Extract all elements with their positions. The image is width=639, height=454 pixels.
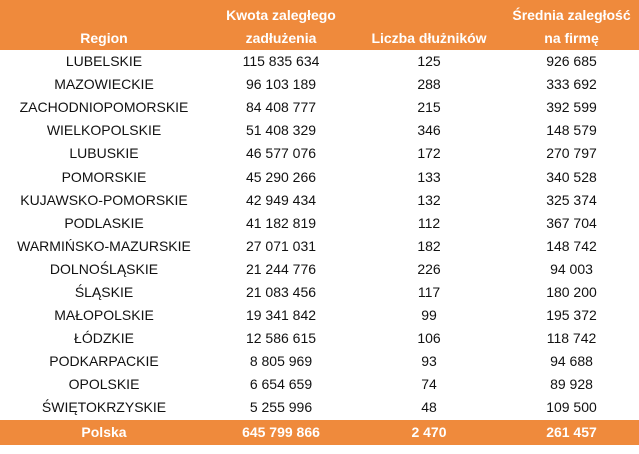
cell-debtor-count: 48 — [421, 399, 437, 416]
cell-debt-amount: 96 103 189 — [245, 76, 317, 93]
cell-debtor-count: 346 — [417, 122, 441, 139]
cell-region: OPOLSKIE — [68, 376, 140, 393]
cell-average-debt: 333 692 — [546, 76, 597, 93]
cell-debt-amount: 12 586 615 — [245, 330, 317, 347]
cell-debtor-count: 226 — [417, 260, 441, 277]
cell-region: KUJAWSKO-POMORSKIE — [20, 191, 188, 208]
cell-debt-amount: 8 805 969 — [249, 353, 313, 370]
total-debtors: 2 470 — [354, 420, 504, 445]
table-row: ŚWIĘTOKRZYSKIE 5 255 996 48 109 500 — [0, 396, 639, 420]
header-row: Region Kwota zaległego zadłużenia Liczba… — [0, 0, 639, 50]
header-debt-line1: Kwota zaległego — [226, 7, 336, 23]
cell-average-debt: 180 200 — [546, 283, 597, 300]
cell-debt-amount: 42 949 434 — [245, 191, 317, 208]
table-row: KUJAWSKO-POMORSKIE 42 949 434 132 325 374 — [0, 189, 639, 212]
cell-debt-amount: 45 290 266 — [245, 168, 317, 185]
cell-region: MAŁOPOLSKIE — [54, 307, 154, 324]
cell-average-debt: 195 372 — [546, 307, 597, 324]
cell-average-debt: 926 685 — [546, 53, 597, 70]
cell-region: DOLNOŚLĄSKIE — [49, 260, 159, 277]
cell-average-debt: 89 928 — [550, 376, 593, 393]
cell-debtor-count: 125 — [417, 53, 441, 70]
cell-debtor-count: 112 — [417, 214, 441, 231]
table-row: WARMIŃSKO-MAZURSKIE 27 071 031 182 148 742 — [0, 235, 639, 258]
total-average: 261 457 — [504, 420, 639, 445]
total-region: Polska — [0, 420, 208, 445]
cell-debtor-count: 106 — [417, 330, 441, 347]
table-row: PODKARPACKIE 8 805 969 93 94 688 — [0, 350, 639, 373]
cell-debt-amount: 21 083 456 — [245, 283, 317, 300]
header-avg-line1: Średnia zaległość — [512, 7, 631, 23]
cell-average-debt: 148 742 — [546, 237, 597, 254]
cell-average-debt: 109 500 — [546, 399, 597, 416]
cell-region: WARMIŃSKO-MAZURSKIE — [17, 237, 191, 254]
header-average-debt: Średnia zaległość na firmę — [504, 0, 639, 50]
cell-average-debt: 340 528 — [546, 168, 597, 185]
table-header: Region Kwota zaległego zadłużenia Liczba… — [0, 0, 639, 50]
cell-debtor-count: 74 — [421, 376, 437, 393]
cell-average-debt: 367 704 — [546, 214, 597, 231]
cell-region: ŚLĄSKIE — [74, 283, 134, 300]
cell-debt-amount: 51 408 329 — [245, 122, 317, 139]
cell-debt-amount: 46 577 076 — [245, 145, 317, 162]
table-row: ŚLĄSKIE 21 083 456 117 180 200 — [0, 281, 639, 304]
cell-average-debt: 392 599 — [546, 99, 597, 116]
total-debt: 645 799 866 — [208, 420, 354, 445]
cell-average-debt: 94 003 — [550, 260, 593, 277]
cell-debt-amount: 6 654 659 — [249, 376, 313, 393]
table-row: OPOLSKIE 6 654 659 74 89 928 — [0, 373, 639, 396]
cell-region: WIELKOPOLSKIE — [46, 122, 162, 139]
cell-debtor-count: 117 — [417, 283, 441, 300]
cell-debt-amount: 41 182 819 — [245, 214, 317, 231]
cell-average-debt: 270 797 — [546, 145, 597, 162]
cell-average-debt: 325 374 — [546, 191, 597, 208]
header-debt-amount: Kwota zaległego zadłużenia — [208, 0, 354, 50]
cell-debtor-count: 99 — [421, 307, 437, 324]
cell-debtor-count: 215 — [417, 99, 441, 116]
table-row: POMORSKIE 45 290 266 133 340 528 — [0, 165, 639, 188]
table-row: WIELKOPOLSKIE 51 408 329 346 148 579 — [0, 119, 639, 142]
cell-average-debt: 148 579 — [546, 122, 597, 139]
cell-debt-amount: 5 255 996 — [249, 399, 313, 416]
cell-debt-amount: 21 244 776 — [245, 260, 317, 277]
cell-region: ŚWIĘTOKRZYSKIE — [41, 399, 167, 416]
table-row: DOLNOŚLĄSKIE 21 244 776 226 94 003 — [0, 258, 639, 281]
header-debtor-count: Liczba dłużników — [371, 30, 487, 46]
header-region: Region — [80, 30, 128, 46]
cell-average-debt: 94 688 — [550, 353, 593, 370]
cell-debtor-count: 172 — [417, 145, 441, 162]
cell-region: PODKARPACKIE — [49, 353, 159, 370]
cell-region: ŁÓDZKIE — [74, 330, 134, 347]
table-row: MAŁOPOLSKIE 19 341 842 99 195 372 — [0, 304, 639, 327]
cell-region: ZACHODNIOPOMORSKIE — [19, 99, 189, 116]
header-debt-line2: zadłużenia — [245, 30, 317, 46]
table-row: MAZOWIECKIE 96 103 189 288 333 692 — [0, 73, 639, 96]
cell-debt-amount: 115 835 634 — [242, 53, 320, 70]
cell-region: MAZOWIECKIE — [54, 76, 154, 93]
cell-region: POMORSKIE — [61, 168, 147, 185]
cell-debt-amount: 27 071 031 — [245, 237, 317, 254]
total-row: Polska 645 799 866 2 470 261 457 — [0, 420, 639, 445]
cell-region: PODLASKIE — [64, 214, 144, 231]
cell-debtor-count: 132 — [417, 191, 441, 208]
header-avg-line2: na firmę — [544, 30, 599, 46]
cell-average-debt: 118 742 — [546, 330, 597, 347]
cell-debtor-count: 288 — [417, 76, 441, 93]
table-row: ZACHODNIOPOMORSKIE 84 408 777 215 392 599 — [0, 96, 639, 119]
table-row: PODLASKIE 41 182 819 112 367 704 — [0, 212, 639, 235]
cell-region: LUBUSKIE — [69, 145, 139, 162]
table-body: LUBELSKIE 115 835 634 125 926 685 MAZOWIECKI… — [0, 50, 639, 445]
cell-debtor-count: 133 — [417, 168, 441, 185]
cell-debt-amount: 19 341 842 — [245, 307, 317, 324]
cell-region: LUBELSKIE — [65, 53, 143, 70]
table-row: ŁÓDZKIE 12 586 615 106 118 742 — [0, 327, 639, 350]
table-row: LUBELSKIE 115 835 634 125 926 685 — [0, 50, 639, 73]
cell-debtor-count: 93 — [421, 353, 437, 370]
table-row: LUBUSKIE 46 577 076 172 270 797 — [0, 142, 639, 165]
cell-debtor-count: 182 — [417, 237, 441, 254]
cell-debt-amount: 84 408 777 — [245, 99, 317, 116]
